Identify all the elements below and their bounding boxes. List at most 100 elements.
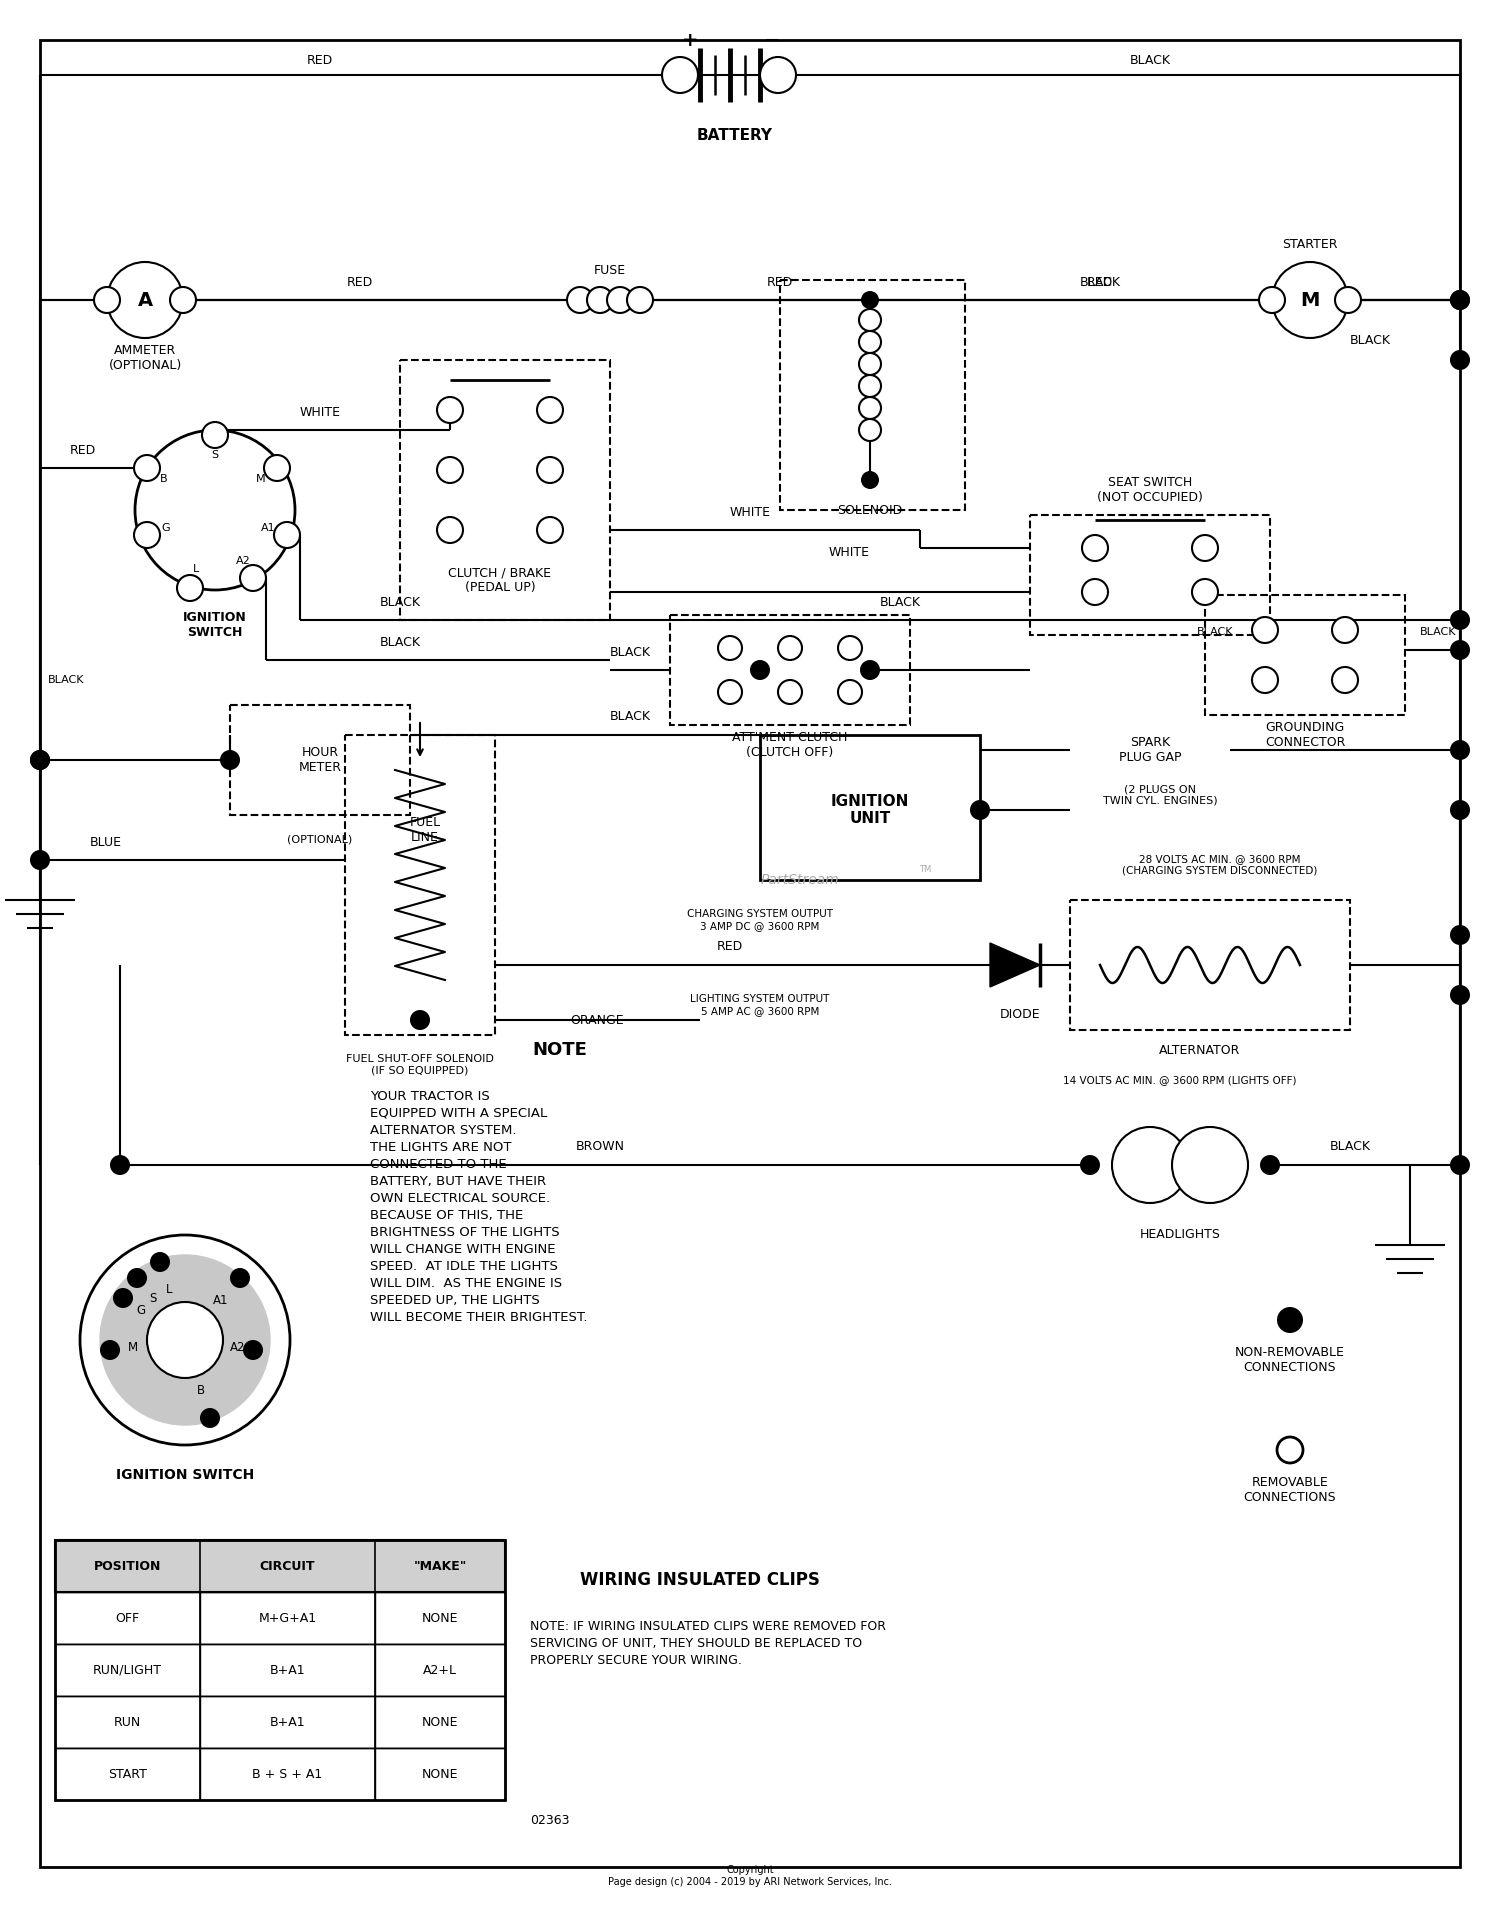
Text: FUEL
LINE: FUEL LINE — [410, 816, 441, 845]
Text: BLACK: BLACK — [380, 635, 422, 648]
Text: A2: A2 — [236, 555, 250, 566]
Text: Copyright
Page design (c) 2004 - 2019 by ARI Network Services, Inc.: Copyright Page design (c) 2004 - 2019 by… — [608, 1865, 892, 1886]
Bar — [375, 1695, 506, 1749]
Text: WHITE: WHITE — [729, 505, 771, 519]
Text: DIODE: DIODE — [999, 1009, 1041, 1022]
Circle shape — [859, 309, 880, 332]
Text: B + S + A1: B + S + A1 — [252, 1768, 322, 1781]
Circle shape — [627, 286, 652, 313]
Circle shape — [750, 660, 770, 681]
Text: RED: RED — [717, 940, 742, 954]
Text: +: + — [681, 31, 698, 50]
Circle shape — [200, 1407, 220, 1428]
Circle shape — [202, 421, 228, 448]
Circle shape — [1450, 351, 1470, 370]
Circle shape — [436, 458, 463, 482]
Circle shape — [264, 456, 290, 481]
Text: ORANGE: ORANGE — [570, 1013, 624, 1026]
Text: M: M — [255, 475, 266, 484]
Text: ALTERNATOR: ALTERNATOR — [1160, 1043, 1240, 1056]
Text: HOUR
METER: HOUR METER — [298, 746, 342, 774]
Text: −: − — [764, 31, 780, 50]
Circle shape — [436, 517, 463, 543]
Text: BLACK: BLACK — [48, 675, 84, 685]
Text: AMMETER
(OPTIONAL): AMMETER (OPTIONAL) — [108, 343, 182, 372]
Text: HEADLIGHTS: HEADLIGHTS — [1140, 1228, 1221, 1241]
Circle shape — [1276, 1438, 1304, 1463]
Circle shape — [970, 801, 990, 820]
Text: "MAKE": "MAKE" — [414, 1560, 466, 1573]
Text: A: A — [138, 290, 153, 309]
Circle shape — [1082, 536, 1108, 561]
Circle shape — [135, 429, 296, 589]
Bar — [200, 1749, 375, 1800]
Circle shape — [30, 749, 50, 770]
Circle shape — [94, 286, 120, 313]
Circle shape — [1332, 618, 1358, 643]
Circle shape — [861, 292, 879, 309]
Text: A1: A1 — [261, 523, 276, 534]
Circle shape — [839, 637, 862, 660]
Text: SOLENOID: SOLENOID — [837, 503, 903, 517]
Bar — [56, 1541, 506, 1800]
Circle shape — [1112, 1127, 1188, 1203]
Text: BLACK: BLACK — [1329, 1140, 1371, 1154]
Bar — [200, 1592, 375, 1644]
Text: WHITE: WHITE — [300, 406, 340, 418]
Text: BLACK: BLACK — [1080, 275, 1120, 288]
Circle shape — [100, 1255, 270, 1425]
Bar — [780, 280, 964, 509]
Text: L: L — [194, 564, 200, 574]
Text: RUN/LIGHT: RUN/LIGHT — [93, 1663, 162, 1676]
Circle shape — [100, 1341, 120, 1360]
Circle shape — [147, 1302, 224, 1379]
Bar — [1204, 595, 1406, 715]
Circle shape — [1260, 1156, 1280, 1175]
Circle shape — [30, 851, 50, 870]
Circle shape — [436, 397, 463, 423]
Circle shape — [230, 1268, 251, 1287]
Text: (OPTIONAL): (OPTIONAL) — [288, 835, 352, 845]
Text: RED: RED — [308, 53, 333, 67]
Text: BLACK: BLACK — [1130, 53, 1170, 67]
Bar — [760, 734, 980, 879]
Circle shape — [410, 1011, 430, 1030]
Text: BLUE: BLUE — [90, 835, 122, 849]
Circle shape — [150, 1253, 170, 1272]
Circle shape — [662, 57, 698, 93]
Text: POSITION: POSITION — [94, 1560, 160, 1573]
Text: 28 VOLTS AC MIN. @ 3600 RPM
(CHARGING SYSTEM DISCONNECTED): 28 VOLTS AC MIN. @ 3600 RPM (CHARGING SY… — [1122, 854, 1317, 875]
Circle shape — [134, 523, 160, 547]
Text: S: S — [148, 1291, 156, 1304]
Text: RUN: RUN — [114, 1716, 141, 1728]
Text: BROWN: BROWN — [576, 1140, 624, 1154]
Text: B: B — [196, 1384, 206, 1398]
Text: NON-REMOVABLE
CONNECTIONS: NON-REMOVABLE CONNECTIONS — [1234, 1346, 1346, 1375]
Bar — [56, 1695, 200, 1749]
Circle shape — [1450, 290, 1470, 311]
Circle shape — [1332, 667, 1358, 692]
Bar — [56, 1749, 200, 1800]
Text: OFF: OFF — [116, 1611, 140, 1625]
Circle shape — [760, 57, 796, 93]
Bar — [1030, 515, 1270, 635]
Circle shape — [1450, 801, 1470, 820]
Text: WHITE: WHITE — [830, 545, 870, 559]
Text: L: L — [165, 1283, 172, 1297]
Circle shape — [1450, 925, 1470, 946]
Text: 14 VOLTS AC MIN. @ 3600 RPM (LIGHTS OFF): 14 VOLTS AC MIN. @ 3600 RPM (LIGHTS OFF) — [1064, 1076, 1296, 1085]
Circle shape — [1080, 1156, 1100, 1175]
Circle shape — [537, 458, 562, 482]
Bar — [670, 614, 910, 725]
Circle shape — [608, 286, 633, 313]
Text: 02363: 02363 — [530, 1814, 570, 1827]
Circle shape — [134, 456, 160, 481]
Circle shape — [106, 261, 183, 338]
Text: PartStream: PartStream — [760, 873, 840, 887]
Text: RED: RED — [1088, 275, 1113, 288]
Circle shape — [859, 353, 880, 376]
Text: M+G+A1: M+G+A1 — [258, 1611, 316, 1625]
Text: NONE: NONE — [422, 1611, 459, 1625]
Text: LIGHTING SYSTEM OUTPUT
5 AMP AC @ 3600 RPM: LIGHTING SYSTEM OUTPUT 5 AMP AC @ 3600 R… — [690, 994, 830, 1016]
Text: SEAT SWITCH
(NOT OCCUPIED): SEAT SWITCH (NOT OCCUPIED) — [1096, 477, 1203, 503]
